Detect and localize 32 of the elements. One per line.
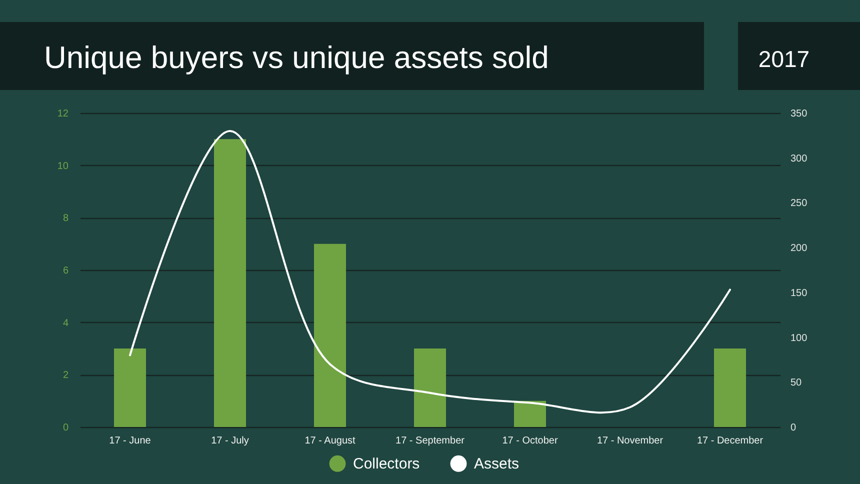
y2-tick-label: 100 <box>790 332 808 344</box>
bar <box>214 139 246 427</box>
chart-subtitle: 2017 <box>758 46 810 72</box>
y2-tick-label: 250 <box>790 198 808 210</box>
x-tick-label: 17 - June <box>109 436 152 446</box>
y-tick-label: 10 <box>57 160 69 172</box>
y2-tick-label: 50 <box>790 378 802 389</box>
chart-title: Unique buyers vs unique assets sold <box>44 40 549 75</box>
y-tick-label: 8 <box>62 213 69 224</box>
y-tick-label: 6 <box>62 266 69 276</box>
y-tick-label: 0 <box>62 422 69 434</box>
bar <box>714 348 746 427</box>
x-tick-label: 17 - July <box>211 436 249 446</box>
x-tick-label: 17 - August <box>304 436 356 446</box>
bar <box>114 348 146 427</box>
x-tick-label: 17 - November <box>596 436 664 446</box>
x-tick-label: 17 - December <box>696 436 764 446</box>
y2-tick-label: 200 <box>790 243 808 254</box>
y2-tick-label: 350 <box>790 108 808 120</box>
y2-tick-label: 150 <box>790 288 808 299</box>
x-tick-label: 17 - October <box>502 436 558 446</box>
legend-label: Collectors <box>353 456 420 473</box>
x-tick-label: 17 - September <box>396 436 466 446</box>
y-tick-label: 2 <box>62 370 69 382</box>
bar <box>414 348 446 427</box>
bar <box>514 400 546 427</box>
legend-label: Assets <box>474 456 520 473</box>
y2-tick-label: 0 <box>790 422 796 434</box>
y-tick-label: 12 <box>57 108 69 120</box>
y2-tick-label: 300 <box>790 153 808 164</box>
bar <box>314 244 346 427</box>
y-tick-label: 4 <box>62 318 69 329</box>
